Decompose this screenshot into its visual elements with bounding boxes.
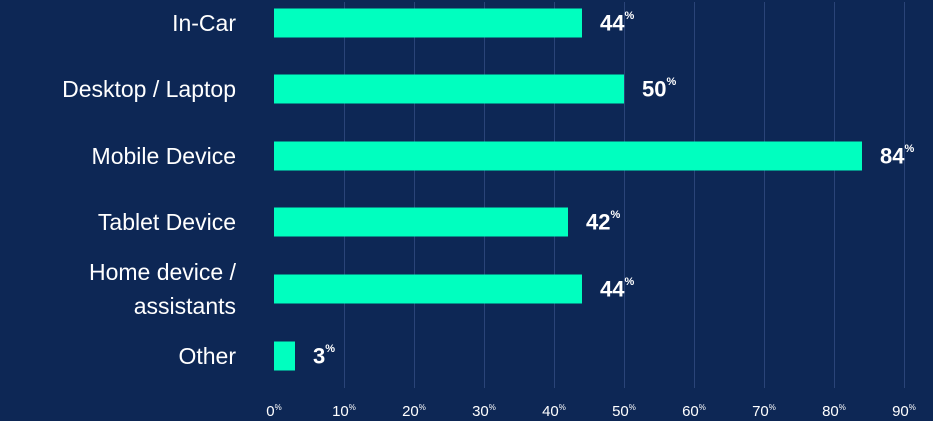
bar-other <box>274 341 295 371</box>
x-tick-label-10: 10% <box>332 403 356 420</box>
category-label-other: Other <box>178 343 236 369</box>
x-tick-label-20: 20% <box>402 403 426 420</box>
category-labels: In-Car Desktop / Laptop Mobile Device Table… <box>62 10 237 369</box>
value-label-desktop-laptop: 50% <box>642 76 676 102</box>
x-axis-tick-labels: 0% 10% 20% 30% 40% 50% 60% 70% 80% 90% <box>266 403 916 420</box>
bar-mobile-device <box>274 141 862 171</box>
value-label-home-device-assistants: 44% <box>600 276 634 302</box>
x-tick-label-0: 0% <box>266 403 281 420</box>
x-tick-label-30: 30% <box>472 403 496 420</box>
x-tick-label-50: 50% <box>612 403 636 420</box>
x-tick-label-40: 40% <box>542 403 566 420</box>
x-tick-label-80: 80% <box>822 403 846 420</box>
bar-in-car <box>274 8 582 38</box>
category-label-desktop-laptop: Desktop / Laptop <box>62 76 236 102</box>
category-label-home-device-assistants-line-2: assistants <box>134 293 236 319</box>
category-label-mobile-device: Mobile Device <box>92 143 236 169</box>
bar-home-device-assistants <box>274 274 582 304</box>
x-tick-label-90: 90% <box>892 403 916 420</box>
value-labels: 44% 50% 84% 42% 44% 3% <box>313 10 914 369</box>
category-label-tablet-device: Tablet Device <box>98 209 236 235</box>
category-label-in-car: In-Car <box>172 10 236 36</box>
bar-tablet-device <box>274 207 568 237</box>
value-label-other: 3% <box>313 343 335 369</box>
bar-desktop-laptop <box>274 74 624 104</box>
grid-lines <box>344 2 905 388</box>
value-label-in-car: 44% <box>600 10 634 36</box>
category-label-home-device-assistants-line-1: Home device / <box>89 259 237 285</box>
bars <box>274 8 862 371</box>
x-tick-label-70: 70% <box>752 403 776 420</box>
x-tick-label-60: 60% <box>682 403 706 420</box>
value-label-mobile-device: 84% <box>880 143 914 169</box>
value-label-tablet-device: 42% <box>586 209 620 235</box>
